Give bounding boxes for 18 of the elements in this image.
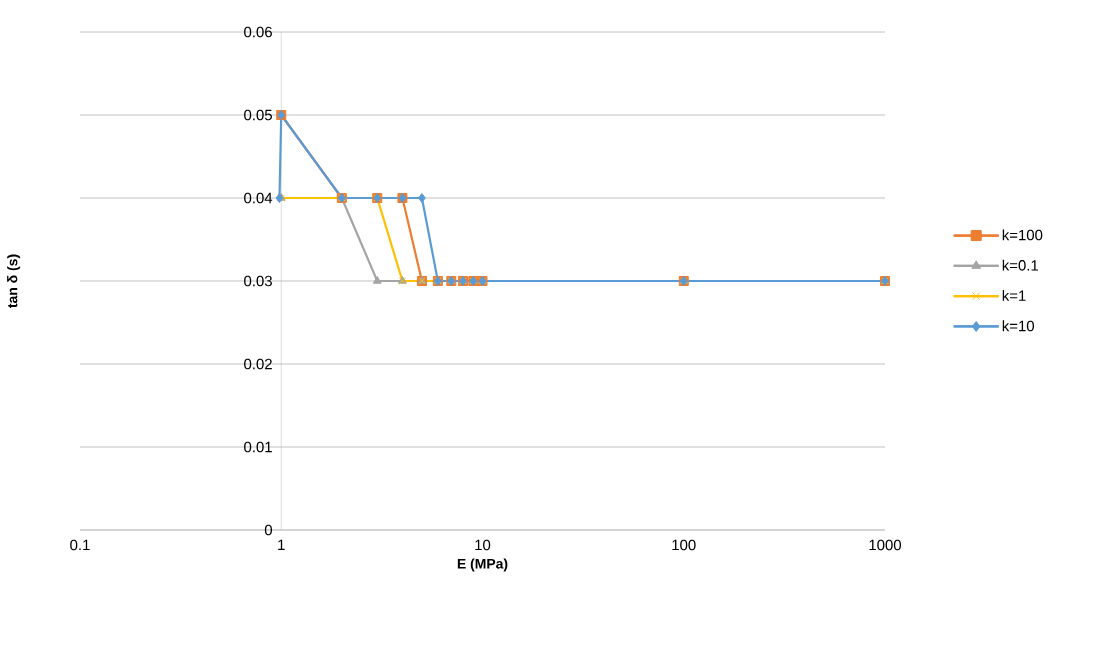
legend-label: k=100	[1002, 229, 1043, 241]
x-axis-title: E (MPa)	[457, 558, 508, 572]
y-axis-title: tan δ (s)	[7, 254, 21, 308]
y-tick-label: 0.04	[244, 192, 273, 204]
y-tick-label: 0.05	[244, 109, 272, 121]
x-tick-label: 1	[278, 539, 285, 550]
legend-label: k=1	[1002, 289, 1026, 301]
x-tick-label: 1000	[869, 539, 902, 551]
legend-label: k=10	[1002, 320, 1035, 332]
y-tick-label: 0.02	[244, 358, 272, 370]
x-tick-label: 10	[475, 539, 491, 551]
x-tick-label: 100	[672, 539, 696, 551]
y-tick-label: 0.01	[244, 441, 272, 453]
y-tick-label: 0.03	[244, 275, 272, 287]
y-tick-label: 0.06	[244, 26, 272, 38]
legend-label: k=0.1	[1002, 259, 1039, 271]
y-tick-label: 0	[264, 524, 273, 536]
x-tick-label: 0.1	[70, 539, 90, 551]
